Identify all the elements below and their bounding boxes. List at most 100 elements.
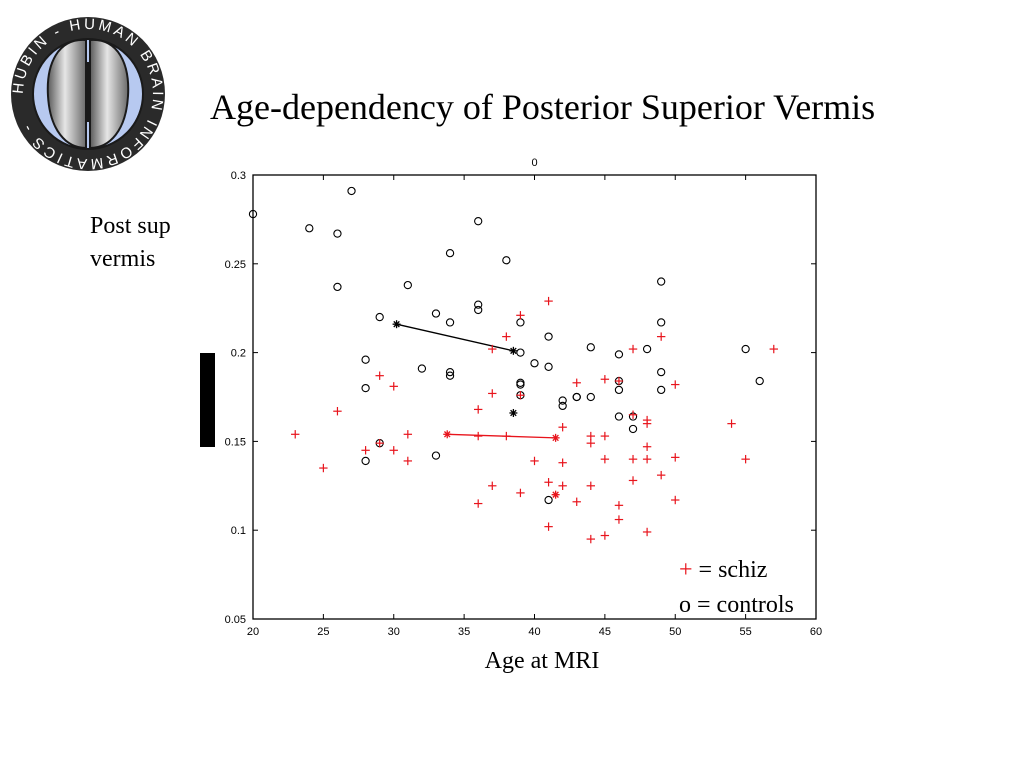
data-point-schiz [656,332,666,341]
data-point-schiz [572,497,581,506]
data-point-controls [333,229,342,238]
data-point-schiz [474,499,483,508]
trend-line-schiz [447,433,556,439]
data-point-controls [530,359,539,368]
data-point-controls [558,396,567,405]
data-point-controls [657,277,666,286]
data-point-schiz [544,478,553,487]
data-point-schiz [488,481,497,490]
data-point-controls [333,282,342,292]
legend-schiz-label: = schiz [692,557,768,583]
data-point-schiz [502,431,511,441]
data-point-schiz [516,311,525,320]
data-point-controls [445,367,455,377]
data-point-controls [431,451,441,460]
data-point-schiz [614,515,624,524]
x-tick-label: 20 [247,626,259,638]
data-point-controls [642,344,652,354]
data-point-schiz [671,453,680,462]
x-tick-label: 50 [669,626,681,638]
data-point-controls [474,217,483,226]
data-point-schiz [656,470,666,480]
trend-endpoint-controls [509,346,518,355]
trend-line-controls [396,323,514,352]
x-axis-label: Age at MRI [484,648,600,674]
data-point-schiz [727,419,736,428]
data-point-schiz [769,344,778,354]
data-point-controls [544,362,553,371]
data-point-schiz [600,431,610,441]
data-point-controls [657,318,666,327]
data-point-controls [474,300,483,309]
data-point-controls [516,380,525,389]
data-point-controls [657,367,666,377]
hubin-logo: HUBIN - HUMAN BRAIN INFORMATICS - [10,16,165,172]
y-tick-label: 0.15 [225,436,246,448]
data-point-schiz [628,410,638,419]
data-point-schiz [586,534,595,544]
data-point-schiz [642,527,652,537]
data-point-schiz [671,495,680,505]
data-point-schiz [572,378,581,387]
data-point-controls [572,392,581,402]
data-point-controls [586,343,595,352]
legend-item-controls: o = controls [679,592,794,618]
data-point-controls [305,224,314,233]
data-point-schiz [642,419,652,428]
x-tick-label: 25 [317,626,329,638]
data-point-controls [755,376,764,386]
data-point-schiz [642,454,652,464]
trend-endpoint-schiz [551,433,560,442]
star-marker-schiz [551,490,560,499]
star-marker-controls [509,408,518,417]
y-axis-side-label: Post sup vermis [90,210,200,276]
data-point-controls [544,495,553,505]
trend-endpoint-schiz [443,430,452,439]
data-point-controls [558,401,567,411]
data-point-schiz [516,391,525,400]
chart-title: 0 [531,157,537,169]
y-axis-label-line-1: Post sup [90,213,171,239]
data-point-controls [586,392,595,402]
x-tick-label: 55 [740,626,752,638]
data-point-controls [445,248,455,258]
data-point-schiz [389,446,398,455]
data-point-controls [445,371,455,380]
data-point-controls [614,412,624,421]
data-point-controls [361,456,370,466]
data-point-schiz [530,456,539,466]
data-point-controls [516,318,525,327]
data-point-schiz [671,380,680,389]
data-point-controls [361,355,370,364]
legend-item-schiz: + = schiz [679,553,794,588]
data-point-controls [431,309,441,318]
data-point-schiz [628,454,638,464]
data-point-schiz [600,375,610,384]
data-point-schiz [319,463,328,473]
y-tick-label: 0.05 [225,614,246,626]
data-point-controls [502,256,511,265]
data-point-schiz [558,422,567,432]
data-point-controls [403,280,412,290]
data-point-schiz [361,446,370,455]
y-tick-label: 0.2 [231,348,246,360]
data-point-controls [417,364,427,373]
data-point-controls [741,344,750,354]
data-point-schiz [614,376,624,386]
y-tick-label: 0.3 [231,170,246,182]
data-point-schiz [586,438,595,448]
data-point-schiz [488,344,497,354]
data-point-controls [248,209,258,219]
data-point-controls [516,348,525,357]
y-tick-label: 0.1 [231,525,246,537]
x-tick-label: 45 [599,626,611,638]
data-point-schiz [474,431,483,441]
trend-endpoint-controls [392,320,401,329]
data-point-schiz [488,389,497,398]
legend: + = schiz o = controls [679,553,794,623]
data-point-schiz [474,405,483,414]
data-point-schiz [741,454,750,464]
data-point-schiz [558,458,567,467]
data-point-schiz [291,430,300,439]
